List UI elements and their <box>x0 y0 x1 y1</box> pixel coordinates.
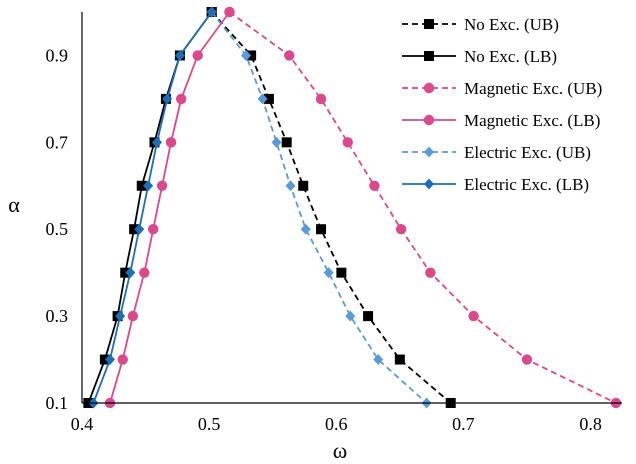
axis-ticks: 0.4 0.5 0.6 0.7 0.8 0.1 0.3 0.5 0.7 0.9 <box>46 45 602 434</box>
data-point <box>206 6 217 18</box>
y-tick-label: 0.3 <box>46 306 69 326</box>
data-point <box>136 180 147 191</box>
data-point <box>139 267 150 278</box>
data-point <box>165 137 177 148</box>
y-tick-label: 0.1 <box>46 393 69 413</box>
legend-entry: No Exc. (UB) <box>402 15 559 34</box>
data-point <box>468 310 479 322</box>
data-point <box>342 137 353 148</box>
data-point <box>263 93 274 104</box>
legend-entry: Magnetic Exc. (LB) <box>402 111 600 130</box>
legend-label: Electric Exc. (LB) <box>464 175 589 194</box>
data-point <box>369 180 380 191</box>
legend-marker <box>424 178 434 190</box>
data-point <box>316 224 327 235</box>
data-point <box>425 267 436 278</box>
legend-marker <box>424 146 434 158</box>
data-point <box>192 50 203 61</box>
series-5 <box>88 6 217 409</box>
data-point <box>129 224 140 235</box>
data-point <box>323 267 334 279</box>
legend-marker <box>423 82 435 94</box>
x-tick-label: 0.7 <box>452 414 475 434</box>
series-0 <box>206 7 456 408</box>
data-point <box>125 267 136 279</box>
data-point <box>175 93 187 105</box>
data-point <box>257 93 268 105</box>
series-2 <box>224 6 622 409</box>
data-point <box>246 50 257 61</box>
data-point <box>99 354 110 365</box>
data-point <box>285 180 296 192</box>
x-tick-label: 0.5 <box>198 414 221 434</box>
data-point <box>115 310 126 322</box>
x-axis-label: ω <box>333 438 347 463</box>
series-1 <box>83 7 217 408</box>
legend-entry: Electric Exc. (LB) <box>402 175 589 194</box>
series-line <box>210 11 428 404</box>
data-point <box>315 93 327 105</box>
x-tick-label: 0.8 <box>579 414 602 434</box>
data-point <box>134 223 145 235</box>
data-point <box>284 50 295 61</box>
data-point <box>143 180 154 192</box>
x-tick-label: 0.6 <box>325 414 348 434</box>
data-point <box>363 311 374 322</box>
y-axis-label: α <box>8 192 20 217</box>
y-tick-label: 0.7 <box>46 132 69 152</box>
series-line <box>92 11 213 404</box>
data-point <box>224 6 235 18</box>
data-point <box>395 224 407 235</box>
legend-label: No Exc. (UB) <box>464 15 559 34</box>
data-point <box>127 310 139 322</box>
series-3 <box>104 6 235 409</box>
data-point <box>281 137 292 148</box>
data-point <box>345 310 356 322</box>
data-point <box>152 136 163 148</box>
data-point <box>241 49 252 61</box>
data-point <box>156 180 168 191</box>
legend-marker <box>423 114 435 126</box>
legend-label: No Exc. (LB) <box>464 47 557 66</box>
data-point <box>373 354 384 366</box>
legend-entry: Magnetic Exc. (UB) <box>402 79 602 98</box>
data-point <box>162 93 173 105</box>
data-point <box>521 354 533 365</box>
y-tick-label: 0.5 <box>46 219 69 239</box>
x-tick-label: 0.4 <box>71 414 94 434</box>
series-line <box>211 11 452 404</box>
series-line <box>87 11 213 404</box>
data-point <box>300 223 311 235</box>
legend-entry: Electric Exc. (UB) <box>402 143 591 162</box>
legend-label: Electric Exc. (UB) <box>464 143 591 162</box>
data-point <box>394 354 405 365</box>
data-point <box>104 354 115 366</box>
series-4 <box>206 6 432 409</box>
data-point <box>336 267 347 278</box>
legend-label: Magnetic Exc. (UB) <box>464 79 602 98</box>
data-point <box>271 136 282 148</box>
legend-marker <box>424 19 434 29</box>
plot-area <box>83 6 622 409</box>
y-tick-label: 0.9 <box>46 45 69 65</box>
data-point <box>120 267 131 278</box>
legend-marker <box>424 51 434 61</box>
legend-entry: No Exc. (LB) <box>402 47 557 66</box>
series-line <box>228 11 617 404</box>
data-point <box>174 49 185 61</box>
data-point <box>117 354 128 365</box>
data-point <box>298 180 309 191</box>
data-point <box>148 224 159 235</box>
legend: No Exc. (UB) No Exc. (LB) Magnetic Exc. (U… <box>402 15 602 194</box>
series-line <box>109 11 231 404</box>
legend-label: Magnetic Exc. (LB) <box>464 111 600 130</box>
